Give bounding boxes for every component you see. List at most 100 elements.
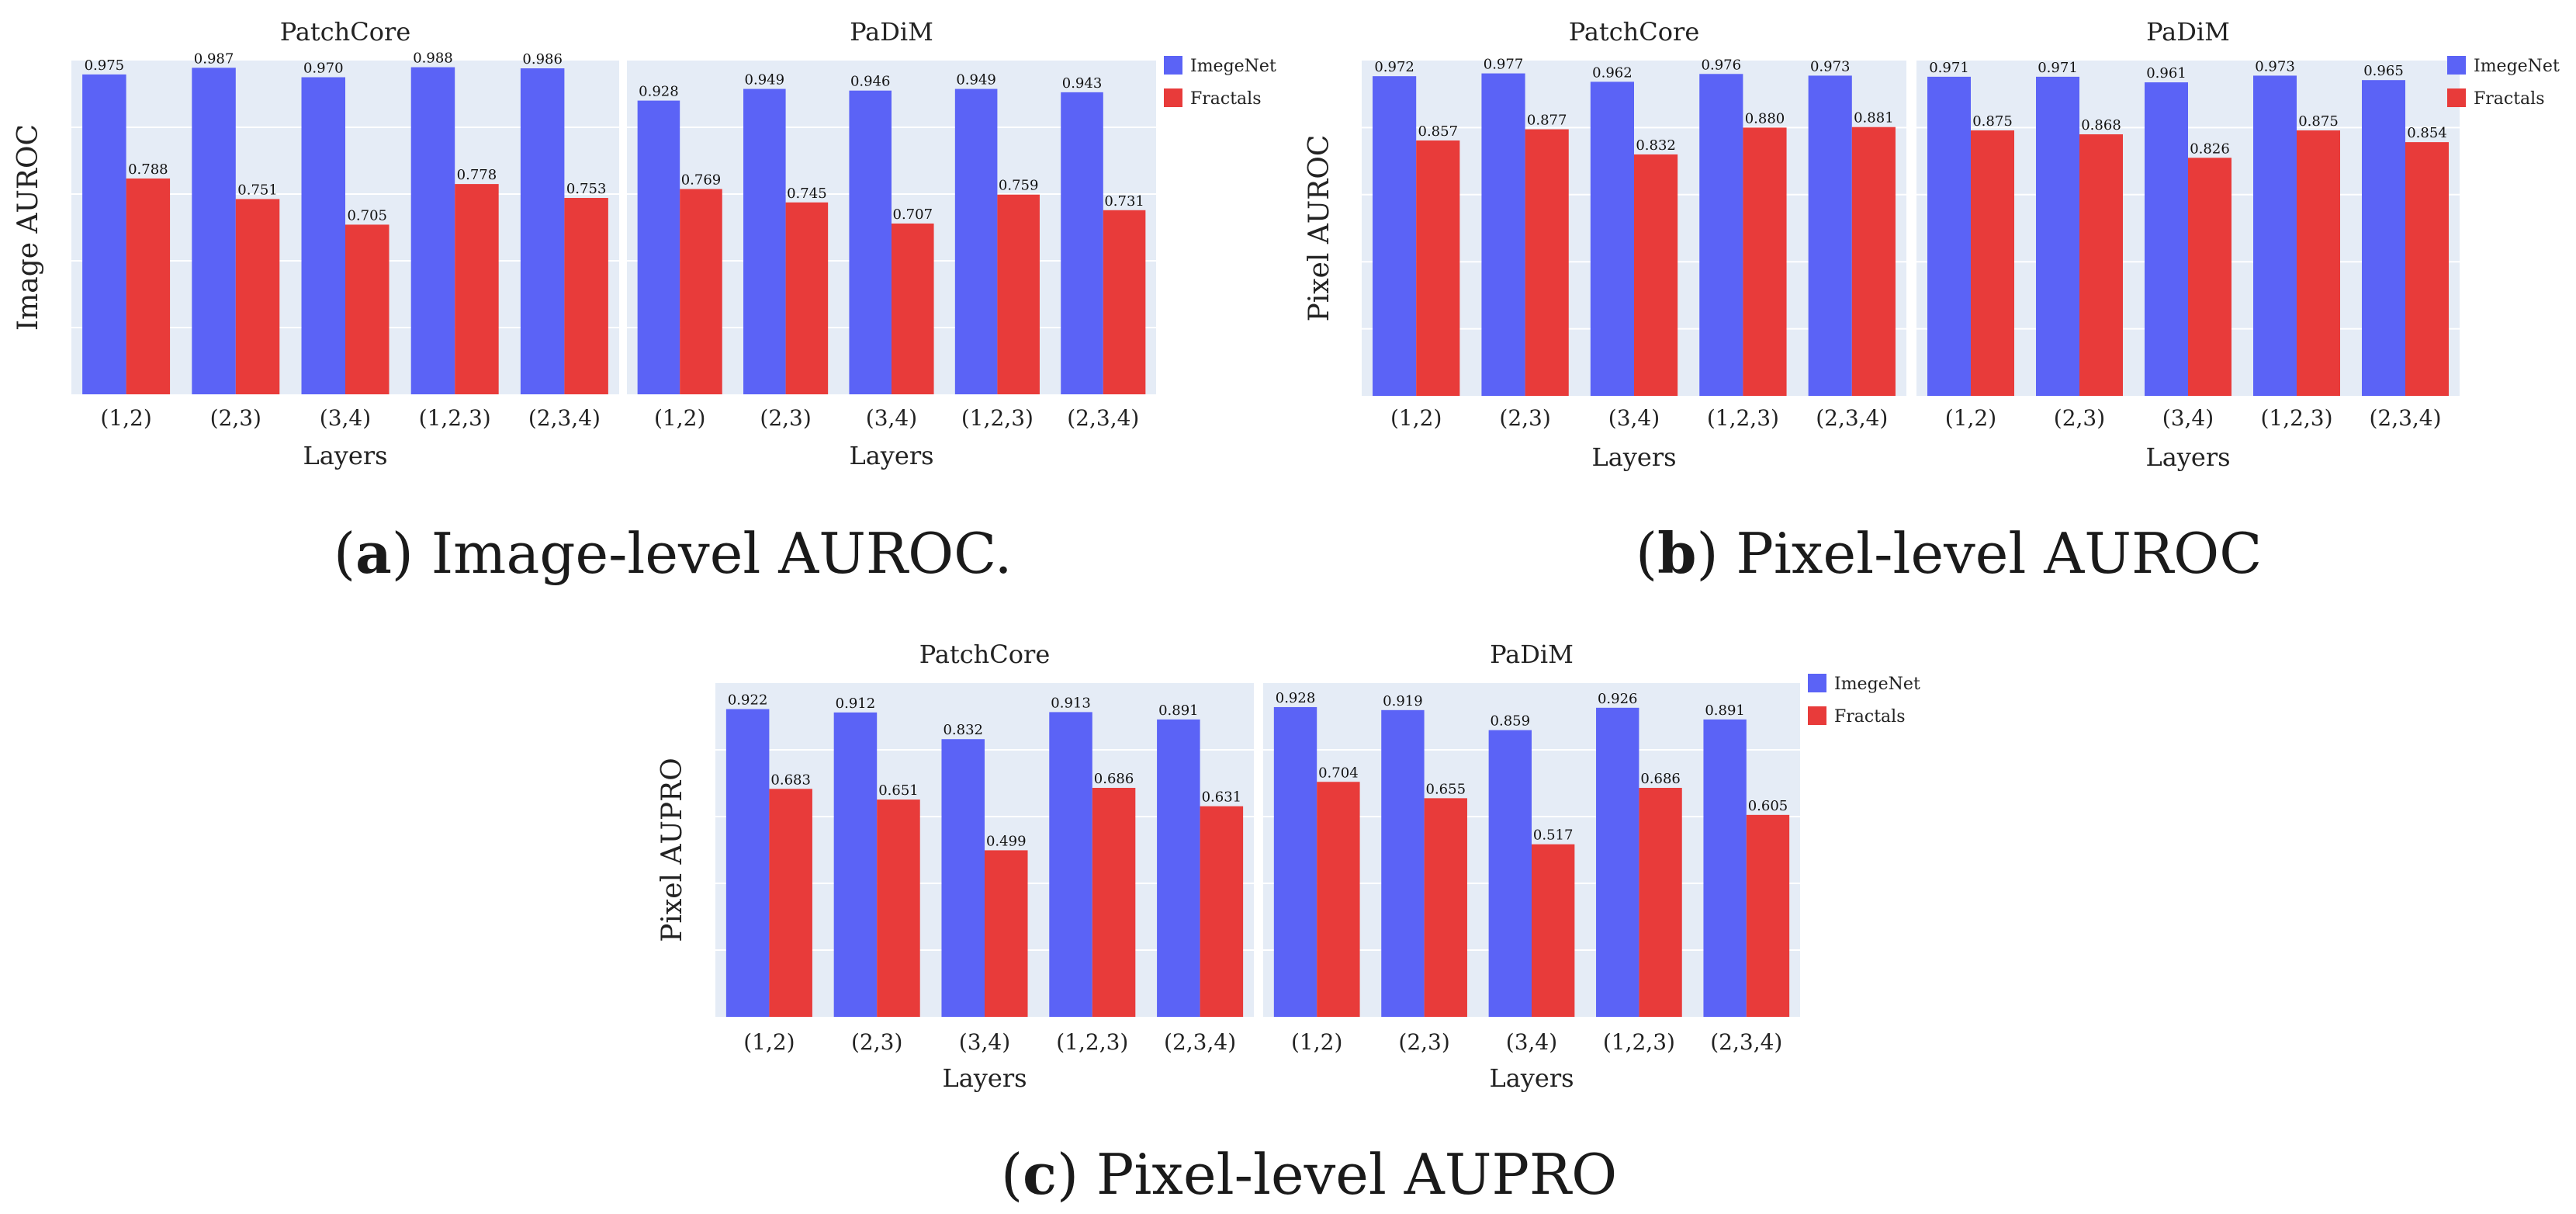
x-axis-label-a-padim: Layers xyxy=(849,441,933,470)
caption-a-letter: a xyxy=(355,520,392,586)
bar-b-patchcore-fractals-1 xyxy=(1525,129,1569,396)
data-label-b-padim-fractals-0: 0.875 xyxy=(1972,113,2013,130)
data-label-b-padim-imagenet-0: 0.971 xyxy=(1929,60,1969,76)
x-tick-label-a-padim-2: (3,4) xyxy=(866,405,917,431)
x-tick-label-a-padim-4: (2,3,4) xyxy=(1067,405,1139,431)
data-label-b-patchcore-fractals-0: 0.857 xyxy=(1418,123,1459,140)
bar-b-padim-fractals-1 xyxy=(2079,134,2123,397)
x-tick-label-a-padim-0: (1,2) xyxy=(654,405,705,431)
data-label-c-padim-imagenet-2: 0.859 xyxy=(1491,713,1531,730)
data-label-a-patchcore-imagenet-1: 0.987 xyxy=(194,50,234,67)
x-tick-label-b-patchcore-4: (2,3,4) xyxy=(1816,405,1888,431)
bar-c-padim-imagenet-1 xyxy=(1381,709,1425,1017)
bar-b-padim-fractals-4 xyxy=(2405,142,2449,396)
legend-label-c-imagenet: ImegeNet xyxy=(1834,675,1920,694)
bar-a-padim-fractals-3 xyxy=(997,194,1040,394)
data-label-b-padim-fractals-1: 0.868 xyxy=(2081,117,2121,134)
x-axis-label-c-padim: Layers xyxy=(1489,1063,1574,1093)
bar-b-padim-imagenet-0 xyxy=(1927,76,1971,396)
data-label-c-patchcore-fractals-2: 0.499 xyxy=(986,833,1027,849)
data-label-b-patchcore-imagenet-2: 0.962 xyxy=(1592,64,1633,81)
bar-b-padim-imagenet-1 xyxy=(2036,76,2079,396)
bar-b-padim-fractals-0 xyxy=(1971,130,2014,396)
bar-a-padim-fractals-0 xyxy=(680,189,722,395)
bar-a-patchcore-imagenet-3 xyxy=(410,67,455,394)
data-label-c-patchcore-fractals-1: 0.651 xyxy=(878,782,919,799)
caption-a-text: Image-level AUROC. xyxy=(413,521,1013,586)
bar-b-patchcore-imagenet-4 xyxy=(1808,75,1852,396)
caption-b: (b) Pixel-level AUROC xyxy=(1636,520,2263,586)
x-tick-label-b-patchcore-2: (3,4) xyxy=(1608,405,1660,431)
data-label-b-patchcore-imagenet-1: 0.977 xyxy=(1484,57,1524,73)
bar-c-patchcore-imagenet-4 xyxy=(1157,719,1200,1017)
bar-b-padim-imagenet-3 xyxy=(2253,75,2297,396)
x-axis-label-c-patchcore: Layers xyxy=(942,1063,1027,1093)
bar-c-patchcore-imagenet-1 xyxy=(833,712,878,1017)
data-label-c-padim-fractals-3: 0.686 xyxy=(1640,771,1681,787)
data-label-c-patchcore-fractals-4: 0.631 xyxy=(1202,789,1242,806)
panel-title-a-patchcore: PatchCore xyxy=(280,17,411,47)
legend-swatch-c-imagenet xyxy=(1808,674,1826,692)
data-label-a-padim-imagenet-3: 0.949 xyxy=(956,72,996,88)
data-label-a-padim-fractals-2: 0.707 xyxy=(893,206,933,223)
x-tick-label-b-padim-2: (3,4) xyxy=(2162,405,2214,431)
x-tick-label-c-patchcore-4: (2,3,4) xyxy=(1164,1029,1236,1055)
data-label-c-padim-imagenet-4: 0.891 xyxy=(1705,702,1745,719)
x-tick-label-c-patchcore-2: (3,4) xyxy=(959,1029,1010,1055)
x-axis-label-b-patchcore: Layers xyxy=(1591,442,1676,472)
bar-a-padim-fractals-1 xyxy=(785,202,829,394)
bar-a-patchcore-imagenet-0 xyxy=(82,74,126,395)
data-label-a-padim-fractals-4: 0.731 xyxy=(1104,193,1144,210)
data-label-c-patchcore-imagenet-4: 0.891 xyxy=(1158,702,1199,719)
caption-b-letter: b xyxy=(1657,520,1697,586)
bar-c-padim-fractals-1 xyxy=(1424,798,1467,1017)
bar-c-padim-imagenet-3 xyxy=(1596,707,1639,1017)
y-axis-label-a: Image AUROC xyxy=(12,124,44,331)
data-label-a-padim-fractals-1: 0.745 xyxy=(787,186,827,202)
bar-b-patchcore-imagenet-1 xyxy=(1481,73,1525,396)
data-label-c-padim-fractals-4: 0.605 xyxy=(1748,798,1788,814)
legend-swatch-a-fractals xyxy=(1164,88,1182,107)
x-tick-label-b-patchcore-3: (1,2,3) xyxy=(1707,405,1779,431)
data-label-a-padim-imagenet-2: 0.946 xyxy=(850,74,891,90)
y-axis-label-b: Pixel AUROC xyxy=(1304,135,1335,322)
legend-label-b-fractals: Fractals xyxy=(2474,89,2545,109)
bar-a-patchcore-imagenet-2 xyxy=(301,77,345,394)
caption-a-close: ) xyxy=(391,521,414,586)
data-label-b-patchcore-fractals-3: 0.880 xyxy=(1745,110,1785,127)
bar-a-patchcore-fractals-2 xyxy=(345,224,390,394)
x-tick-label-c-padim-0: (1,2) xyxy=(1291,1029,1342,1055)
data-label-c-padim-fractals-2: 0.517 xyxy=(1533,827,1574,844)
x-tick-label-a-patchcore-2: (3,4) xyxy=(320,405,371,431)
bar-a-padim-imagenet-4 xyxy=(1061,92,1103,394)
x-tick-label-c-patchcore-1: (2,3) xyxy=(851,1029,902,1055)
legend-label-b-imagenet: ImegeNet xyxy=(2474,57,2560,76)
data-label-c-patchcore-imagenet-1: 0.912 xyxy=(836,695,876,712)
data-label-c-padim-imagenet-0: 0.928 xyxy=(1276,690,1316,706)
x-tick-label-a-patchcore-3: (1,2,3) xyxy=(419,405,491,431)
bar-c-patchcore-imagenet-3 xyxy=(1049,712,1092,1017)
bar-b-patchcore-fractals-3 xyxy=(1743,127,1787,396)
data-label-a-patchcore-fractals-3: 0.778 xyxy=(457,167,497,183)
x-tick-label-b-padim-4: (2,3,4) xyxy=(2369,405,2441,431)
data-label-c-padim-fractals-1: 0.655 xyxy=(1426,781,1466,797)
bar-a-padim-imagenet-1 xyxy=(743,88,786,395)
data-label-b-patchcore-fractals-4: 0.881 xyxy=(1854,110,1894,127)
bar-b-padim-imagenet-2 xyxy=(2145,82,2188,396)
data-label-b-padim-fractals-2: 0.826 xyxy=(2190,140,2230,157)
data-label-a-patchcore-imagenet-0: 0.975 xyxy=(85,57,125,74)
bar-a-padim-imagenet-0 xyxy=(637,100,680,394)
x-tick-label-c-padim-4: (2,3,4) xyxy=(1710,1029,1782,1055)
x-tick-label-a-patchcore-4: (2,3,4) xyxy=(528,405,601,431)
bar-c-padim-fractals-0 xyxy=(1317,782,1360,1017)
bar-b-padim-fractals-2 xyxy=(2188,158,2231,396)
panel-title-b-padim: PaDiM xyxy=(2146,17,2230,47)
bar-b-padim-fractals-3 xyxy=(2297,130,2340,396)
panel-title-c-patchcore: PatchCore xyxy=(919,640,1051,669)
data-label-a-patchcore-imagenet-3: 0.988 xyxy=(413,50,453,67)
data-label-a-patchcore-fractals-1: 0.751 xyxy=(237,182,278,198)
caption-c-text: Pixel-level AUPRO xyxy=(1079,1142,1618,1207)
legend-swatch-b-imagenet xyxy=(2447,56,2466,75)
data-label-c-patchcore-imagenet-3: 0.913 xyxy=(1051,695,1091,711)
data-label-b-padim-imagenet-3: 0.973 xyxy=(2255,58,2295,75)
